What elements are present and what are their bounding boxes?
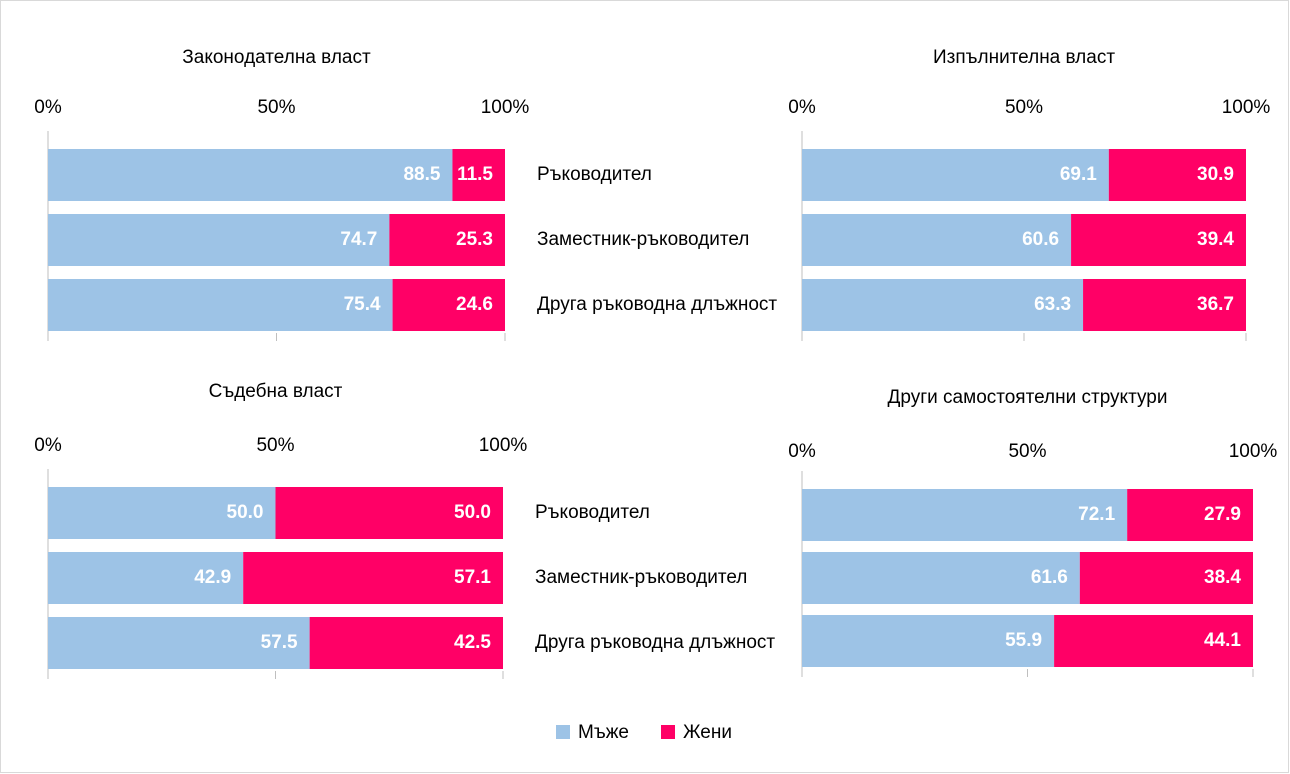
bar-segment xyxy=(48,552,244,604)
bar-segment xyxy=(802,149,1109,201)
value-label: 60.6 xyxy=(1022,229,1059,250)
x-tick-label: 50% xyxy=(1008,441,1046,462)
bar-segment xyxy=(802,615,1055,667)
bar-segment xyxy=(48,149,453,201)
x-tick-label: 100% xyxy=(1222,97,1271,118)
value-label: 36.7 xyxy=(1197,294,1234,315)
bar-segment xyxy=(1108,149,1246,201)
value-label: 50.0 xyxy=(454,502,491,523)
bar-segment xyxy=(1054,615,1253,667)
bar-segment xyxy=(309,617,503,669)
bar-segment xyxy=(48,214,390,266)
value-label: 38.4 xyxy=(1204,567,1241,588)
bar-segment xyxy=(243,552,503,604)
value-label: 55.9 xyxy=(1005,630,1042,651)
value-label: 61.6 xyxy=(1031,567,1068,588)
x-tick-label: 0% xyxy=(34,435,62,456)
category-label: Ръководител xyxy=(535,502,650,523)
bar-segment xyxy=(48,487,276,539)
bar-segment xyxy=(392,279,505,331)
x-tick-label: 50% xyxy=(257,97,295,118)
x-tick-label: 0% xyxy=(788,97,816,118)
x-tick-label: 0% xyxy=(788,441,816,462)
x-tick-label: 100% xyxy=(1229,441,1278,462)
value-label: 50.0 xyxy=(227,502,264,523)
value-label: 74.7 xyxy=(340,229,377,250)
value-label: 24.6 xyxy=(456,294,493,315)
value-label: 75.4 xyxy=(344,294,381,315)
bar-segment xyxy=(1071,214,1246,266)
category-label: Друга ръководна длъжност xyxy=(535,632,775,653)
value-label: 42.9 xyxy=(194,567,231,588)
legend-label: Мъже xyxy=(578,722,629,743)
value-label: 72.1 xyxy=(1078,504,1115,525)
chart-title: Изпълнителна власт xyxy=(933,47,1115,68)
bar-segment xyxy=(1079,552,1253,604)
bar-segment xyxy=(452,149,505,201)
bar-segment xyxy=(389,214,505,266)
bar-segment xyxy=(1083,279,1246,331)
chart-title: Други самостоятелни структури xyxy=(888,387,1168,408)
value-label: 69.1 xyxy=(1060,164,1097,185)
value-label: 25.3 xyxy=(456,229,493,250)
value-label: 88.5 xyxy=(403,164,440,185)
chart-title: Законодателна власт xyxy=(182,47,371,68)
bar-segment xyxy=(802,552,1080,604)
bar-segment xyxy=(802,279,1084,331)
category-label: Заместник-ръководител xyxy=(537,229,749,250)
value-label: 42.5 xyxy=(454,632,491,653)
x-tick-label: 100% xyxy=(481,97,530,118)
category-label: Друга ръководна длъжност xyxy=(537,294,777,315)
bar-segment xyxy=(48,279,393,331)
value-label: 44.1 xyxy=(1204,630,1241,651)
legend-label: Жени xyxy=(683,722,732,743)
legend-swatch xyxy=(661,725,675,739)
category-label: Ръководител xyxy=(537,164,652,185)
x-tick-label: 0% xyxy=(34,97,62,118)
x-tick-label: 50% xyxy=(256,435,294,456)
value-label: 57.1 xyxy=(454,567,491,588)
value-label: 11.5 xyxy=(457,164,493,185)
bar-segment xyxy=(802,489,1128,541)
bar-segment xyxy=(48,617,310,669)
value-label: 30.9 xyxy=(1197,164,1234,185)
x-tick-label: 50% xyxy=(1005,97,1043,118)
value-label: 39.4 xyxy=(1197,229,1234,250)
x-tick-label: 100% xyxy=(479,435,528,456)
category-label: Заместник-ръководител xyxy=(535,567,747,588)
value-label: 27.9 xyxy=(1204,504,1241,525)
value-label: 57.5 xyxy=(261,632,298,653)
value-label: 63.3 xyxy=(1034,294,1071,315)
bar-segment xyxy=(1127,489,1253,541)
chart-title: Съдебна власт xyxy=(209,381,343,402)
legend-swatch xyxy=(556,725,570,739)
bar-segment xyxy=(275,487,503,539)
bar-segment xyxy=(802,214,1072,266)
